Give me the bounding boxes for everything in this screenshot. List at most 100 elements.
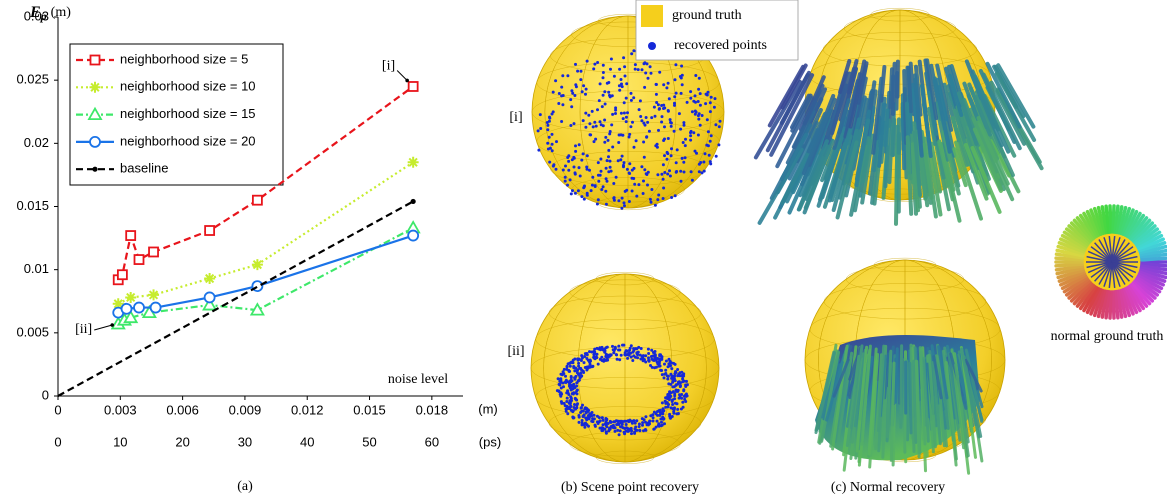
recovered-point — [573, 357, 577, 361]
normal-stroke — [779, 133, 808, 181]
data-point — [125, 291, 137, 303]
recovered-point — [658, 353, 662, 357]
annotation-arrow — [396, 70, 408, 81]
sphere-parallel — [843, 15, 957, 41]
recovered-point — [644, 71, 648, 75]
gt-normal — [1111, 236, 1116, 263]
recovered-point — [659, 417, 663, 421]
recovered-point — [571, 189, 574, 193]
normal-stroke — [899, 344, 904, 429]
x-tick-label: 0.003 — [104, 402, 137, 417]
recovered-point — [593, 185, 597, 188]
normal-stroke — [848, 345, 863, 381]
recovered-point — [575, 384, 579, 388]
recovered-point — [607, 170, 611, 174]
recovered-point — [703, 152, 707, 156]
recovered-point — [677, 396, 681, 400]
recovered-point — [552, 163, 556, 167]
recovered-point — [672, 411, 676, 415]
recovered-point — [645, 62, 649, 66]
gt-normal — [1139, 248, 1167, 258]
recovered-point — [590, 350, 594, 354]
recovered-point — [565, 364, 569, 368]
normal-stroke — [867, 347, 878, 456]
gt-normal — [1090, 246, 1113, 263]
normal-stroke — [932, 76, 952, 154]
recovered-point — [575, 403, 579, 407]
recovered-point — [546, 123, 550, 127]
recovered-point — [604, 352, 608, 356]
legend-label: recovered points — [674, 38, 767, 53]
recovered-point — [670, 400, 674, 403]
gt-normal — [1140, 256, 1167, 262]
recovered-point — [572, 122, 576, 126]
normal-stroke — [929, 141, 942, 194]
recovered-point — [603, 140, 607, 144]
recovered-point — [562, 401, 566, 405]
recovered-point — [577, 373, 581, 377]
recovered-point — [576, 69, 580, 73]
recovered-point — [578, 174, 582, 178]
data-point — [133, 301, 145, 314]
recovered-point — [702, 169, 706, 173]
recovered-point — [580, 354, 584, 358]
legend-label: ground truth — [672, 8, 742, 23]
normal-stroke — [883, 118, 892, 189]
recovered-point — [673, 406, 676, 410]
recovered-point — [652, 427, 656, 431]
recovered-point — [559, 386, 563, 390]
recovered-point — [694, 74, 698, 77]
gt-normal — [1085, 209, 1101, 237]
sphere-parallel — [845, 265, 965, 293]
recovered-point — [668, 174, 672, 178]
recovered-point — [584, 92, 587, 96]
recovered-point — [697, 117, 701, 121]
recovered-point — [545, 121, 549, 124]
normal-stroke — [927, 106, 937, 146]
recovered-point — [603, 102, 607, 106]
normal-stroke — [963, 143, 989, 201]
recovered-point — [580, 158, 584, 162]
recovered-point — [666, 405, 670, 409]
recovered-point — [617, 344, 621, 348]
recovered-point — [712, 105, 716, 109]
recovered-point — [563, 380, 567, 384]
recovered-point — [689, 138, 693, 142]
recovered-point — [632, 49, 636, 53]
recovered-point — [613, 429, 617, 433]
recovered-point — [620, 206, 624, 210]
recovered-point — [655, 419, 659, 423]
recovered-point — [588, 133, 592, 137]
recovered-point — [678, 75, 682, 78]
recovered-point — [649, 200, 653, 204]
recovered-point — [585, 418, 589, 422]
recovered-point — [660, 373, 664, 377]
recovered-point — [580, 423, 584, 427]
recovered-point — [714, 123, 718, 127]
recovered-point — [631, 359, 635, 362]
recovered-point — [657, 424, 661, 428]
recovered-point — [630, 176, 634, 180]
gt-normal — [1086, 255, 1113, 263]
recovered-point — [644, 428, 647, 431]
recovered-point — [642, 140, 646, 144]
y-tick-label: 0 — [42, 387, 49, 402]
recovered-point — [569, 384, 573, 388]
recovered-point — [575, 398, 579, 402]
recovered-point — [609, 67, 612, 71]
recovered-point — [669, 124, 673, 128]
recovered-point — [689, 131, 692, 135]
recovered-point — [585, 154, 589, 158]
recovered-point — [652, 105, 656, 109]
recovered-point — [656, 357, 660, 360]
recovered-point — [555, 140, 558, 144]
recovered-point — [566, 183, 569, 187]
caption: (c) Normal recovery — [831, 480, 945, 495]
recovered-point — [632, 354, 636, 358]
recovered-point — [576, 357, 580, 361]
caption: normal ground truth — [1051, 329, 1164, 344]
x-tick-label: 0.018 — [416, 402, 449, 417]
recovered-point — [605, 81, 609, 85]
normal-stroke — [908, 361, 913, 435]
normal-stroke — [919, 83, 933, 158]
